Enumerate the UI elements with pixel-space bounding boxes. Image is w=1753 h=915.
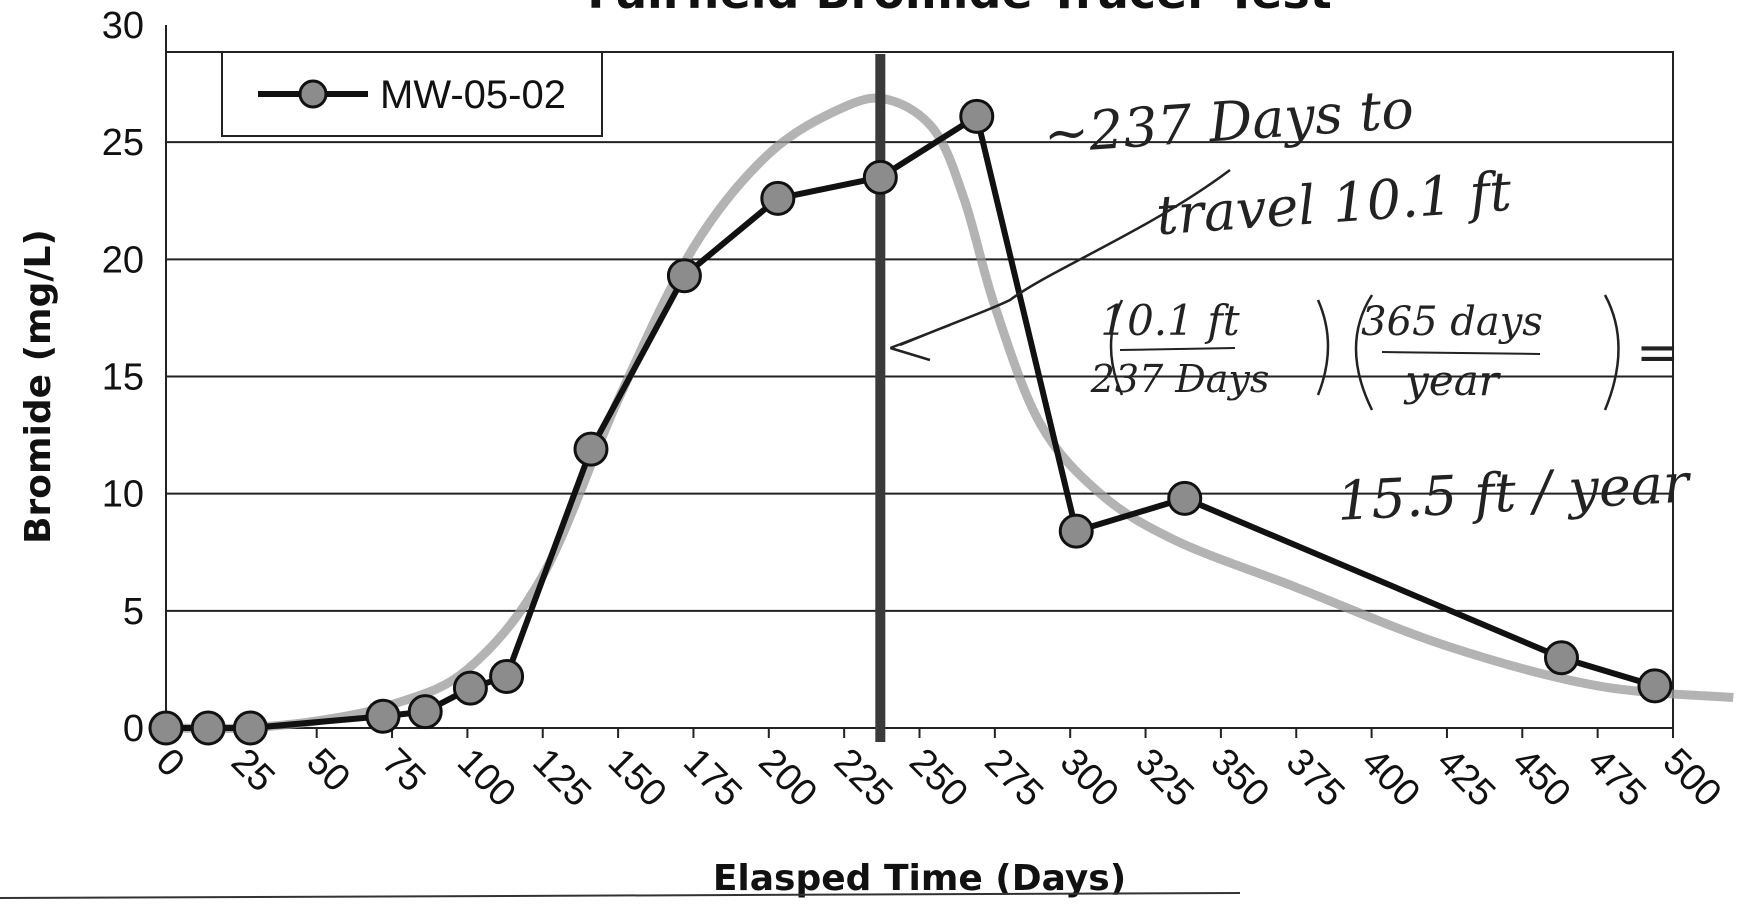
chart-title: Fairfield Bromide Tracer Test	[587, 0, 1331, 19]
series-points	[148, 98, 1673, 746]
x-tick-label: 475	[1579, 741, 1654, 816]
annotation-parentheses-2	[1354, 294, 1620, 411]
x-tick-label: 450	[1504, 741, 1579, 816]
data-point	[232, 710, 268, 746]
legend-marker-swatch	[298, 79, 328, 109]
x-tick-label: 325	[1127, 741, 1202, 816]
handwritten-annotations: ~237 Days to travel 10.1 ft 10.1 ft 237 …	[889, 77, 1693, 533]
x-tick-label: 125	[524, 741, 599, 816]
data-point	[1543, 640, 1579, 676]
annotation-result: 15.5 ft / year	[1335, 451, 1693, 533]
page-bottom-rule	[0, 892, 1241, 899]
y-tick-label: 25	[102, 122, 144, 164]
legend: MW-05-02	[221, 51, 603, 137]
annotation-parentheses-1	[1109, 299, 1330, 396]
annotation-fraction2-numerator: 365 days	[1361, 299, 1543, 345]
data-point	[573, 431, 609, 467]
y-tick-label: 20	[102, 239, 144, 281]
data-point	[489, 658, 525, 694]
y-axis-title: Bromide (mg/L)	[18, 229, 59, 544]
x-axis-title: Elasped Time (Days)	[713, 858, 1126, 899]
x-tick-label: 50	[298, 741, 358, 801]
y-axis-ticks: 0 5 10 15 20 25 30	[102, 5, 144, 750]
x-tick-label: 0	[148, 741, 193, 786]
data-point	[452, 670, 488, 706]
annotation-fraction1-denominator: 237 Days	[1090, 357, 1270, 401]
annotation-equals: =	[1636, 323, 1680, 383]
y-tick-label: 0	[123, 708, 144, 750]
y-tick-label: 15	[102, 357, 144, 399]
x-tick-label: 350	[1203, 741, 1278, 816]
data-point	[407, 694, 443, 730]
legend-label: MW-05-02	[380, 73, 566, 117]
x-tick-label: 275	[976, 741, 1051, 816]
annotation-travel: travel 10.1 ft	[1154, 160, 1514, 248]
x-tick-label: 75	[374, 741, 434, 801]
x-tick-label: 200	[750, 741, 825, 816]
x-tick-label: 100	[449, 741, 524, 816]
x-tick-label: 425	[1429, 741, 1504, 816]
data-point	[1058, 513, 1094, 549]
x-tick-label: 375	[1278, 741, 1353, 816]
annotation-fraction1-bar	[1119, 347, 1236, 351]
annotation-fraction2-denominator: year	[1403, 356, 1502, 405]
data-point	[190, 710, 226, 746]
data-point	[959, 98, 995, 134]
x-axis-ticks: 0 25 50 75 100 125 150 175 200 225 250 275 300 325 350…	[148, 728, 1730, 816]
annotation-fraction1-numerator: 10.1 ft	[1100, 296, 1239, 345]
x-tick-label: 150	[600, 741, 675, 816]
x-tick-label: 300	[1052, 741, 1127, 816]
annotation-arrow	[889, 168, 1231, 362]
x-tick-label: 500	[1655, 741, 1730, 816]
x-tick-label: 175	[675, 741, 750, 816]
x-tick-label: 225	[826, 741, 901, 816]
data-point	[862, 159, 898, 195]
data-point	[666, 258, 702, 294]
x-tick-label: 25	[223, 741, 283, 801]
annotation-days-to: ~237 Days to	[1042, 77, 1416, 166]
x-tick-label: 250	[901, 741, 976, 816]
data-point	[148, 710, 184, 746]
x-tick-label: 400	[1353, 741, 1428, 816]
data-point	[760, 180, 796, 216]
data-point	[1167, 480, 1203, 516]
y-tick-label: 10	[102, 474, 144, 516]
y-tick-label: 30	[102, 5, 144, 47]
data-point	[365, 698, 401, 734]
annotation-fraction2-bar	[1381, 351, 1541, 355]
y-tick-label: 5	[123, 591, 144, 633]
series-line-mw-05-02	[166, 113, 1656, 731]
data-point	[1637, 668, 1673, 704]
